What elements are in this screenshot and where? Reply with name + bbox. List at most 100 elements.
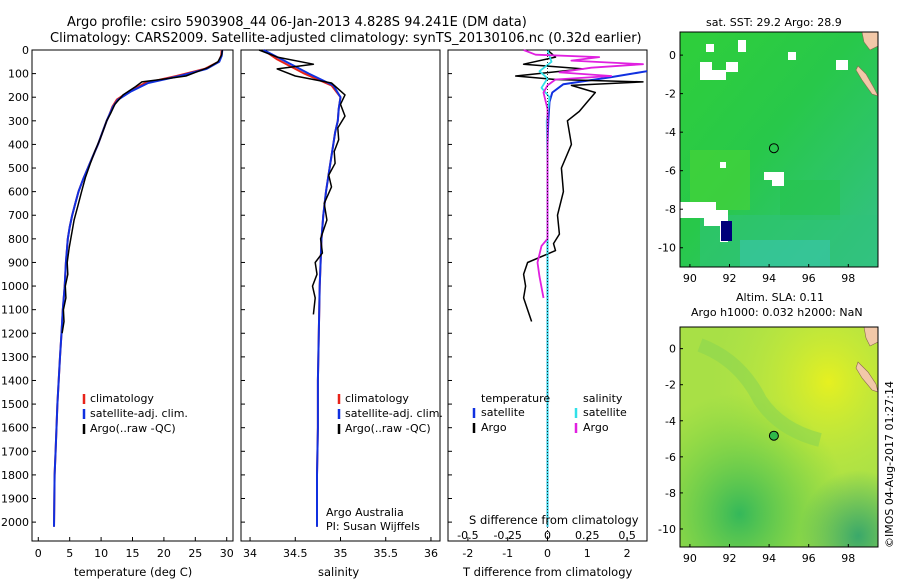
sst-cloud-mask-1 — [700, 62, 738, 80]
series-line-satellite-adj-clim- — [263, 49, 342, 527]
y-tick-label: 500 — [8, 162, 29, 175]
sla-land-1 — [863, 327, 878, 347]
legend-label: Argo(..raw -QC) — [90, 422, 176, 435]
x-tick-label: 34 — [243, 547, 257, 560]
sst-cloud-mask-6 — [680, 202, 728, 242]
legend-label: Argo(..raw -QC) — [345, 422, 431, 435]
x-tick-label: 96 — [802, 552, 816, 565]
y-tick-label: -8 — [665, 203, 676, 216]
sst-cloud-mask-2 — [706, 40, 746, 52]
salinity-series — [258, 49, 346, 527]
series-line-salinity-argo — [523, 49, 644, 299]
x-tick-label: 92 — [723, 552, 737, 565]
x-tick-label: 15 — [126, 547, 140, 560]
salinity-x-label: salinity — [318, 565, 359, 579]
legend-label: Argo — [481, 421, 507, 434]
x-tick-label: 98 — [841, 272, 855, 285]
y-tick-label: 1000 — [1, 280, 29, 293]
y-tick-label: -2 — [665, 88, 676, 101]
sst-cloud-mask-5 — [720, 162, 726, 168]
salinity-legend: climatology satellite-adj. clim. Argo(..ra… — [337, 392, 443, 435]
y-tick-label: 300 — [8, 115, 29, 128]
x-tick-label: 34.5 — [283, 547, 308, 560]
series-line-temperature-argo — [514, 49, 644, 322]
figure-title-line2: Climatology: CARS2009. Satellite-adjuste… — [50, 31, 642, 46]
sla-map-frame — [679, 326, 879, 548]
y-tick-label: 1100 — [1, 304, 29, 317]
x-tick-label: 36 — [424, 547, 438, 560]
sst-warm-patch — [690, 150, 750, 210]
difference-x-ticks: -2 -1 0 1 2 -0.5 -0.25 0 0.25 0.5 — [457, 529, 636, 560]
series-line-climatology — [263, 49, 342, 527]
s-difference-label: S difference from climatology — [469, 513, 639, 527]
legend-label: satellite-adj. clim. — [345, 407, 443, 420]
x-tick-label: 94 — [762, 552, 776, 565]
y-tick-label: -10 — [658, 523, 676, 536]
difference-series — [514, 49, 648, 541]
y-tick-label: 0 — [22, 44, 29, 57]
legend-label: climatology — [90, 392, 154, 405]
top-x-tick-label: 0.5 — [618, 529, 636, 542]
sst-map-y-ticks: 0 -2 -4 -6 -8 -10 — [658, 49, 683, 255]
argo-australia-note: Argo Australia — [326, 506, 404, 519]
y-tick-label: 1900 — [1, 493, 29, 506]
temperature-panel: 0 5 10 15 20 25 30 0 100 200 300 400 500 600 700 800 90… — [1, 44, 452, 579]
top-x-tick-label: 0.25 — [575, 529, 600, 542]
sla-map-image — [680, 327, 878, 547]
y-tick-label: -10 — [658, 242, 676, 255]
salinity-x-ticks: 34 34.5 35 35.5 36 — [243, 537, 438, 560]
temperature-x-ticks: 0 5 10 15 20 25 30 — [35, 537, 234, 560]
temperature-axes-frame — [31, 49, 234, 542]
y-tick-label: -8 — [665, 487, 676, 500]
y-tick-label: 200 — [8, 91, 29, 104]
sst-cloud-mask-3 — [788, 52, 848, 70]
legend-label: satellite-adj. clim. — [90, 407, 188, 420]
y-tick-label: 600 — [8, 186, 29, 199]
sst-land-1 — [861, 32, 878, 51]
y-tick-label: 0 — [669, 49, 676, 62]
series-line-temperature-satellite — [546, 70, 648, 527]
y-tick-label: 700 — [8, 209, 29, 222]
x-tick-label: 0 — [35, 547, 42, 560]
series-line-argo-raw-qc- — [61, 49, 224, 334]
y-tick-label: -2 — [665, 379, 676, 392]
x-tick-label: 20 — [157, 547, 171, 560]
sst-map-x-ticks: 90 92 94 96 98 — [683, 264, 855, 285]
y-tick-label: 1700 — [1, 445, 29, 458]
x-tick-label: 35 — [334, 547, 348, 560]
x-tick-label: 98 — [841, 552, 855, 565]
legend-label: Argo — [583, 421, 609, 434]
sst-map-title: sat. SST: 29.2 Argo: 28.9 — [706, 16, 842, 29]
x-tick-label: 35.5 — [373, 547, 398, 560]
y-tick-label: 1500 — [1, 398, 29, 411]
y-tick-label: 900 — [8, 256, 29, 269]
sst-cold-spot — [721, 221, 732, 241]
legend-label: satellite — [481, 406, 525, 419]
sst-map-frame — [679, 31, 879, 268]
y-tick-label: 1800 — [1, 469, 29, 482]
y-tick-label: 2000 — [1, 516, 29, 529]
x-tick-label: -1 — [502, 547, 513, 560]
x-tick-label: 2 — [624, 547, 631, 560]
series-line-satellite-adj-clim- — [53, 49, 224, 527]
top-x-tick-label: 0 — [544, 529, 551, 542]
x-tick-label: 94 — [762, 272, 776, 285]
top-x-tick-label: -0.5 — [457, 529, 478, 542]
series-line-argo-raw-qc- — [258, 49, 346, 315]
y-tick-label: 1600 — [1, 422, 29, 435]
y-tick-label: 400 — [8, 138, 29, 151]
x-tick-label: 25 — [188, 547, 202, 560]
sst-patch — [780, 180, 840, 220]
x-tick-label: 1 — [584, 547, 591, 560]
y-tick-label: 1400 — [1, 374, 29, 387]
series-line-salinity-satellite — [538, 49, 553, 527]
sst-land-2 — [855, 65, 878, 97]
y-tick-label: 1200 — [1, 327, 29, 340]
x-tick-label: 0 — [544, 547, 551, 560]
y-tick-label: -4 — [665, 126, 676, 139]
top-x-tick-label: -0.25 — [493, 529, 521, 542]
sla-low-region-2 — [680, 327, 878, 547]
y-tick-label: -4 — [665, 415, 676, 428]
sla-eddy-band — [697, 338, 822, 447]
